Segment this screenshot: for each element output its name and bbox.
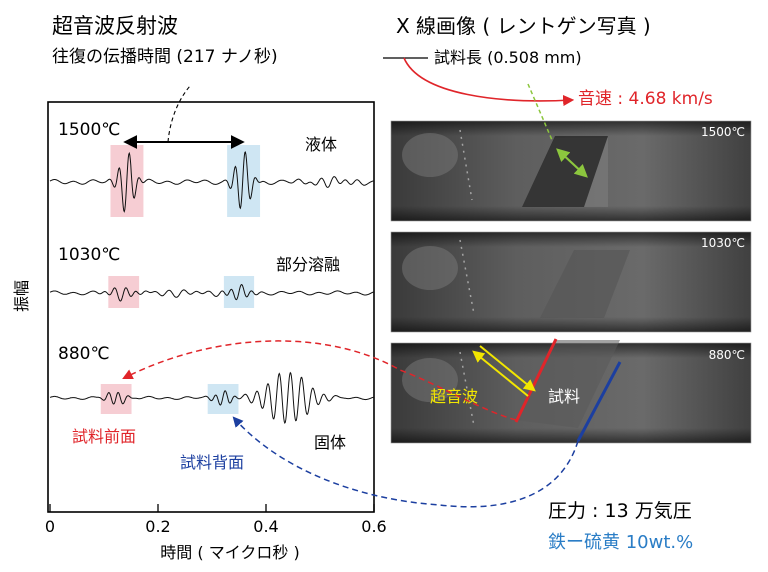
waveform-traces [49, 151, 375, 425]
trace-temp-1030: 1030℃ [58, 245, 120, 265]
sound-velocity-label: 音速 : 4.68 km/s [578, 89, 713, 109]
composition-label: 鉄ー硫黄 10wt.% [548, 532, 693, 553]
pressure-label: 圧力 : 13 万気圧 [548, 500, 692, 522]
sample-front-face [514, 338, 558, 423]
ultrasound-arrow-out [472, 350, 529, 397]
sample-front-label: 試料前面 [72, 427, 136, 446]
x-axis-label: 時間 ( マイクロ秒 ) [160, 543, 299, 562]
xray-title: X 線画像 ( レントゲン写真 ) [396, 14, 651, 38]
x-tick-label: 0 [45, 517, 55, 536]
trace-temp-1500: 1500℃ [58, 120, 120, 140]
ultrasound-arrow-in [479, 345, 536, 392]
sample-length-label: 試料長 (0.508 mm) [434, 48, 582, 67]
xray-temp-880: 880℃ [709, 348, 745, 362]
waveform-1500 [49, 151, 375, 213]
back-echo-box-880 [207, 384, 239, 414]
xray-image-880: 880℃ 超音波 試料 [390, 338, 752, 444]
sample-length-arrow [556, 148, 588, 178]
sample-back-face [576, 361, 622, 442]
sample-label: 試料 [548, 387, 580, 406]
sample-length-pointer [527, 83, 553, 141]
trace-state-partial-melt: 部分溶融 [276, 255, 340, 274]
sample-back-label: 試料背面 [180, 453, 244, 472]
ultrasound-title: 超音波反射波 [52, 14, 178, 38]
y-axis-label: 振幅 [12, 280, 31, 312]
xray-image-1030: 1030℃ [390, 231, 752, 333]
x-tick-label: 0.2 [145, 517, 170, 536]
trace-temp-880: 880℃ [58, 344, 110, 364]
travel-time-pointer [167, 85, 191, 143]
x-tick-label: 0.4 [253, 517, 278, 536]
back-echo-box-1500 [227, 145, 261, 217]
waveform-880 [49, 371, 375, 425]
front-echo-arrow [122, 340, 517, 421]
ultrasound-label: 超音波 [430, 387, 478, 406]
trace-state-liquid: 液体 [305, 135, 337, 154]
xray-temp-1500: 1500℃ [701, 125, 745, 139]
back-echo-arrow [232, 416, 579, 508]
x-axis-ticks: 0 0.2 0.4 0.6 [45, 504, 387, 536]
velocity-arrow [403, 57, 575, 107]
plot-frame [47, 101, 375, 513]
travel-time-label: 往復の伝播時間 (217 ナノ秒) [52, 47, 278, 67]
x-tick-label: 0.6 [361, 517, 386, 536]
trace-state-solid: 固体 [314, 433, 346, 452]
waveform-1030 [49, 284, 375, 302]
xray-image-1500: 1500℃ [390, 120, 752, 222]
xray-temp-1030: 1030℃ [701, 236, 745, 250]
